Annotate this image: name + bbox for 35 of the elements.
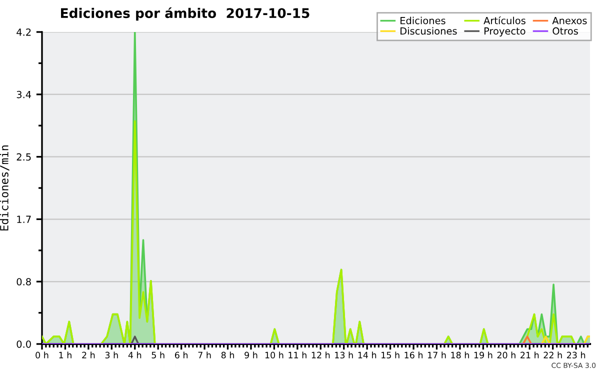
chart-title: Ediciones por ámbito 2017-10-15 [61, 7, 310, 21]
x-tick-label: 13 h [335, 352, 353, 358]
x-tick-label: 7 h [198, 352, 211, 358]
x-tick-label: 11 h [288, 352, 306, 358]
legend-label: Anexos [552, 17, 587, 24]
x-tick-label: 19 h [474, 352, 492, 358]
x-tick-label: 17 h [428, 352, 446, 358]
y-tick-label: 2.5 [16, 153, 31, 161]
y-tick-label: 0.0 [16, 340, 31, 348]
x-tick-label: 12 h [312, 352, 330, 358]
x-tick-label: 23 h [566, 352, 586, 358]
y-tick-label: 4.2 [16, 28, 31, 36]
y-tick-label: 3.4 [16, 90, 32, 98]
x-tick-label: 16 h [404, 352, 423, 358]
x-tick-label: 10 h [265, 352, 284, 358]
x-tick-label: 1 h [59, 352, 72, 358]
x-tick-label: 0 h [36, 352, 48, 358]
x-tick-label: 5 h [152, 352, 164, 358]
x-tick-label: 2 h [82, 352, 95, 358]
x-tick-label: 4 h [128, 352, 142, 358]
x-tick-label: 15 h [382, 352, 400, 358]
y-tick-label: 1.7 [17, 216, 31, 223]
legend-label: Ediciones [400, 16, 446, 24]
legend-label: Artículos [484, 16, 526, 24]
x-tick-label: 18 h [451, 352, 469, 358]
y-axis-title: Ediciones/min [0, 146, 10, 230]
x-tick-label: 3 h [105, 352, 118, 358]
x-tick-label: 14 h [358, 352, 376, 358]
x-tick-label: 20 h [497, 352, 516, 358]
x-tick-label: 6 h [174, 352, 188, 358]
y-tick-label: 0.8 [16, 278, 31, 286]
x-tick-label: 8 h [221, 352, 234, 358]
x-tick-label: 21 h [520, 352, 539, 358]
x-tick-label: 22 h [544, 352, 562, 358]
x-tick-label: 9 h [244, 352, 258, 358]
